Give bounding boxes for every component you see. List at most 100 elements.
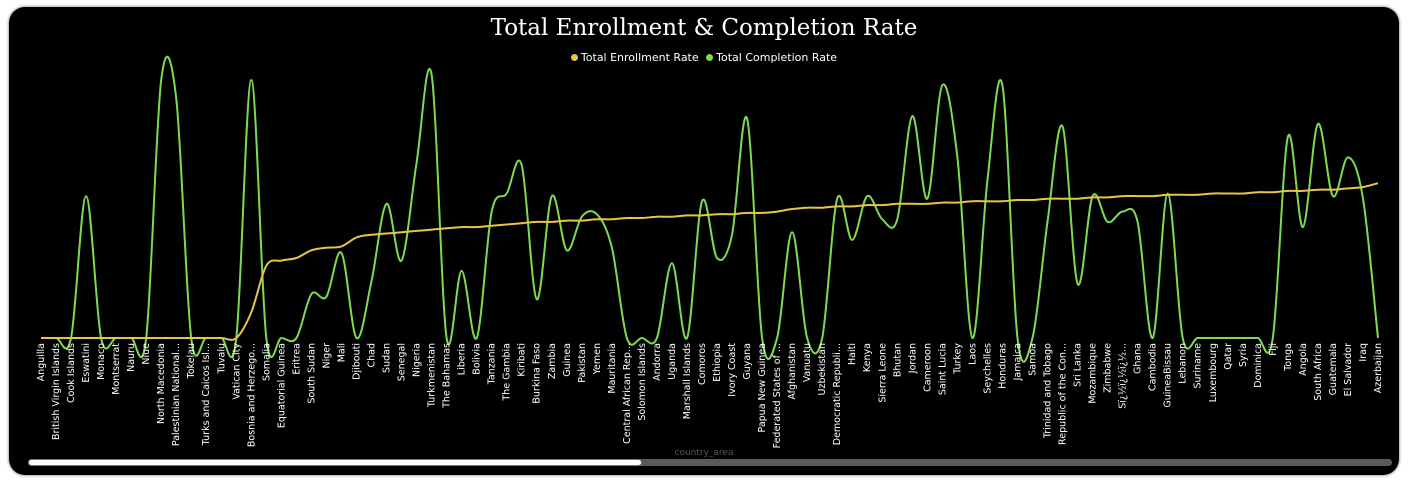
x-tick-label: Tanzania (487, 343, 498, 385)
x-tick-label: Uzbekistan (817, 343, 828, 395)
x-tick-label: Guinea (562, 343, 573, 377)
x-tick-label: Djibouti (352, 343, 363, 380)
x-tick-label: El Salvador (1343, 343, 1354, 396)
x-tick-label: Bosnia and Herzego... (246, 343, 257, 447)
x-tick-label: Zimbabwe (1103, 343, 1114, 393)
x-tick-label: Chad (367, 343, 378, 368)
series-line-completion (41, 55, 1379, 363)
x-tick-label: Nauru (126, 343, 137, 372)
chart-title: Total Enrollment & Completion Rate (490, 15, 918, 41)
x-tick-label: Tuvalu (216, 343, 227, 375)
x-tick-label: Haiti (847, 343, 858, 365)
x-tick-label: Trinidad and Tobago (1043, 343, 1054, 439)
x-tick-label: Nigeria (412, 343, 423, 377)
x-tick-label: Montserrat (111, 343, 122, 395)
x-tick-label: Cameroon (922, 343, 933, 392)
line-chart: Anguilla British Virgin Islands Cook Islan… (36, 55, 1384, 449)
x-tick-label: Turks and Caicos Isl... (201, 343, 212, 446)
chart-legend: Total Enrollment Rate Total Completion R… (9, 51, 1399, 64)
x-tick-label: Niger (321, 343, 332, 369)
x-tick-label: Bolivia (472, 343, 483, 375)
x-tick-label: Anguilla (36, 343, 47, 381)
x-tick-label: Pakistan (577, 343, 588, 383)
x-tick-label: Cambodia (1148, 343, 1159, 391)
x-tick-label: Comoros (697, 343, 708, 385)
x-tick-label: Ivory Coast (727, 343, 738, 397)
x-tick-label: Burkina Faso (532, 343, 543, 404)
x-tick-label: Democratic Republi... (832, 343, 843, 445)
x-tick-label: Guyana (742, 343, 753, 380)
x-tick-label: Dominica (1253, 343, 1264, 388)
x-tick-label: Guatemala (1328, 343, 1339, 395)
x-tick-label: South Sudan (306, 343, 317, 404)
x-tick-label: Lebanon (1178, 343, 1189, 384)
x-tick-label: Mali (336, 343, 347, 362)
x-tick-label: Honduras (997, 343, 1008, 389)
x-tick-label: South Africa (1313, 343, 1324, 401)
x-tick-label: Mozambique (1088, 343, 1099, 404)
x-tick-label: Equatorial Guinea (276, 343, 287, 428)
horizontal-scrollbar[interactable] (28, 459, 1392, 466)
x-tick-label: Papua New Guinea (757, 343, 768, 432)
x-tick-label: Afghanistan (787, 343, 798, 400)
x-tick-label: Samoa (1028, 343, 1039, 376)
x-tick-label: Laos (967, 343, 978, 365)
x-tick-label: Suriname (1193, 343, 1204, 389)
x-tick-label: Angola (1298, 343, 1309, 376)
x-tick-label: Central African Rep... (622, 343, 633, 444)
x-tick-label: Sudan (382, 343, 393, 373)
x-tick-label: Kiribati (517, 343, 528, 377)
x-tick-label: Sri Lanka (1073, 343, 1084, 387)
x-tick-label: Vatican City (231, 343, 242, 400)
legend-marker-enrollment (570, 54, 578, 61)
legend-item-enrollment[interactable]: Total Enrollment Rate (570, 51, 699, 64)
x-tick-label: Niue (141, 343, 152, 365)
x-tick-label: Fiji (1268, 343, 1279, 356)
x-axis-title: country_area (674, 448, 734, 458)
x-tick-label: Sierra Leone (877, 343, 888, 403)
x-tick-label: Jordan (907, 343, 918, 374)
x-tick-label: Andorra (652, 343, 663, 381)
x-tick-label: Seychelles (982, 343, 993, 394)
x-tick-label: Federated States of ... (772, 343, 783, 448)
x-tick-label: Somalia (261, 343, 272, 381)
legend-marker-completion (706, 54, 714, 61)
chart-panel: Total Enrollment & Completion Rate Total… (9, 7, 1399, 475)
x-tick-labels: Anguilla British Virgin Islands Cook Islan… (36, 343, 1384, 449)
x-tick-label: Jamaica (1013, 343, 1024, 381)
x-tick-label: Qatar (1223, 343, 1234, 370)
legend-label-enrollment: Total Enrollment Rate (580, 51, 699, 64)
x-tick-label: Luxembourg (1208, 343, 1219, 402)
x-tick-label: Bhutan (892, 343, 903, 377)
x-tick-label: British Virgin Islands (51, 343, 62, 440)
x-tick-label: Monaco (96, 343, 107, 380)
x-tick-label: GuineaBissau (1163, 343, 1174, 408)
legend-item-completion[interactable]: Total Completion Rate (706, 51, 837, 64)
x-tick-label: Azerbaijan (1373, 343, 1384, 393)
x-tick-label: Eswatini (81, 343, 92, 383)
x-tick-label: The Bahamas (442, 343, 453, 409)
x-tick-label: Ghana (1133, 343, 1144, 374)
x-tick-label: Ethiopia (712, 343, 723, 382)
x-tick-label: Turkmenistan (427, 343, 438, 408)
x-tick-label: The Gambia (502, 343, 513, 402)
x-tick-label: Liberia (457, 343, 468, 375)
x-tick-label: Vanuatu (802, 343, 813, 382)
x-tick-label: Kenya (862, 343, 873, 372)
x-tick-label: Tonga (1283, 343, 1294, 372)
x-tick-label: North Macedonia (156, 343, 167, 424)
x-tick-label: Uganda (667, 343, 678, 380)
x-tick-label: Zambia (547, 343, 558, 379)
x-tick-label: Palestinian National... (171, 343, 182, 446)
x-tick-label: Sï¿½ï¿½ï¿½... (1118, 343, 1129, 409)
x-tick-label: Senegal (397, 343, 408, 381)
scrollbar-thumb[interactable] (28, 459, 642, 466)
x-tick-label: Saint Lucia (937, 343, 948, 395)
x-tick-label: Eritrea (291, 343, 302, 375)
legend-label-completion: Total Completion Rate (716, 51, 838, 64)
x-tick-label: Yemen (592, 343, 603, 376)
series-line-enrollment (41, 182, 1379, 341)
x-tick-label: Tokelau (186, 343, 197, 380)
x-tick-label: Solomon Islands (637, 343, 648, 421)
x-tick-label: Iraq (1358, 343, 1369, 362)
